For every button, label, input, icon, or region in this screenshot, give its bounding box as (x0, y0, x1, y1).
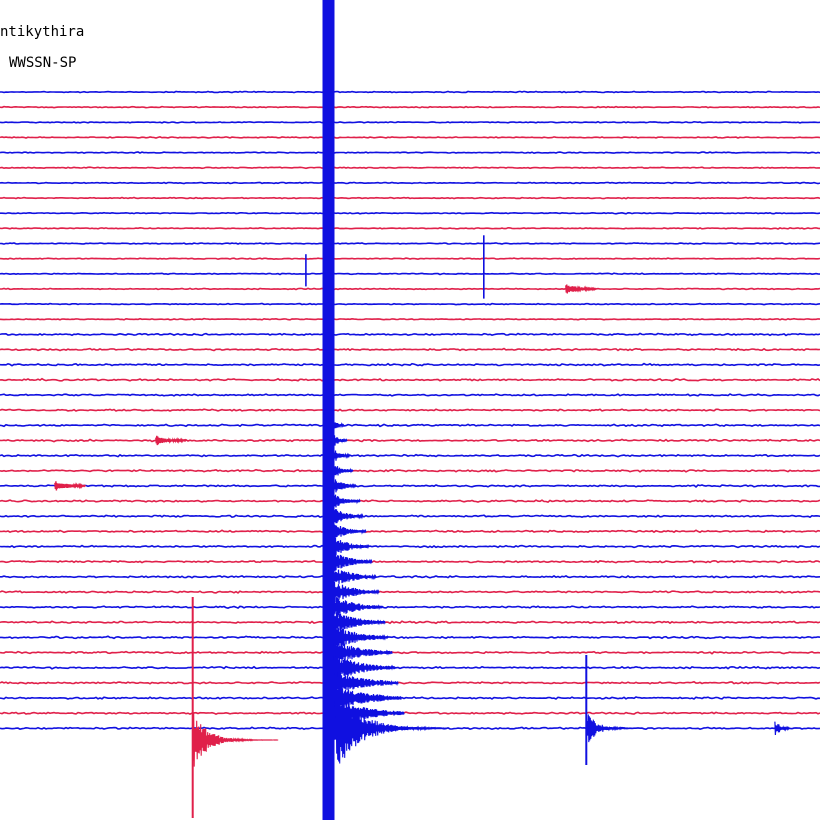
trace-line (0, 226, 820, 230)
trace-line (0, 484, 820, 488)
main-event-coda (332, 642, 393, 663)
trace-line (0, 272, 820, 276)
trace-line (0, 514, 820, 519)
main-event-coda (332, 524, 367, 539)
trace-line (0, 665, 820, 670)
trace-line (0, 257, 820, 261)
main-event-coda (332, 479, 357, 493)
trace-line (0, 166, 820, 170)
trace-line (0, 347, 820, 352)
trace-line (0, 468, 820, 473)
trace-line (0, 151, 820, 155)
trace-line (0, 605, 820, 610)
trace-line (0, 650, 820, 655)
main-event-coda (332, 684, 402, 712)
main-event-coda (332, 464, 354, 477)
trace-line (0, 287, 820, 291)
event-lower-right-coda (585, 714, 633, 743)
trace-line (0, 590, 820, 594)
trace-line (0, 136, 820, 139)
main-event-coda (332, 552, 373, 571)
burst-right-1 (565, 284, 597, 294)
trace-line (0, 211, 820, 215)
trace-line (0, 332, 820, 337)
trace-line (0, 377, 820, 382)
instrument-label: WWSSN-SP (9, 55, 77, 71)
trace-line (0, 711, 820, 715)
main-event-coda (332, 509, 364, 524)
trace-line (0, 559, 820, 564)
trace-line (0, 544, 820, 549)
events-layer (54, 0, 790, 820)
trace-line (0, 242, 820, 245)
main-event-band (322, 0, 335, 820)
trace-line (0, 620, 820, 625)
trace-line (0, 529, 820, 534)
main-event-coda (332, 597, 383, 618)
trace-line (0, 499, 820, 503)
main-event-coda (332, 421, 345, 429)
trace-line (0, 317, 820, 321)
trace-line (0, 635, 820, 640)
trace-line (0, 196, 820, 200)
trace-line (0, 302, 820, 306)
main-event-coda (332, 668, 399, 698)
trace-line (0, 120, 820, 124)
trace-line (0, 696, 820, 700)
event-far-right-burst (774, 721, 790, 736)
traces-layer (0, 90, 820, 731)
main-event-tail (335, 693, 448, 764)
main-event-coda (332, 699, 405, 727)
trace-line (0, 574, 820, 579)
trace-line (0, 393, 820, 397)
trace-line (0, 181, 820, 185)
main-event-coda (332, 580, 380, 604)
main-event-coda (332, 612, 386, 633)
main-event-coda (332, 567, 377, 586)
trace-line (0, 90, 820, 94)
burst-left-2 (54, 481, 86, 491)
main-event-coda (332, 537, 370, 556)
main-event-coda (332, 435, 348, 446)
trace-line (0, 408, 820, 412)
main-event-coda (332, 494, 361, 508)
trace-line (0, 680, 820, 685)
main-event-coda (332, 450, 351, 461)
main-event-coda (332, 656, 396, 680)
station-label: ntikythira (0, 24, 85, 40)
trace-line (0, 453, 820, 458)
event-lower-left-coda (192, 713, 279, 767)
burst-left-1 (155, 435, 187, 446)
main-event-coda (332, 625, 389, 650)
trace-line (0, 362, 820, 367)
trace-line (0, 438, 820, 443)
trace-line (0, 105, 820, 109)
trace-line (0, 423, 820, 428)
